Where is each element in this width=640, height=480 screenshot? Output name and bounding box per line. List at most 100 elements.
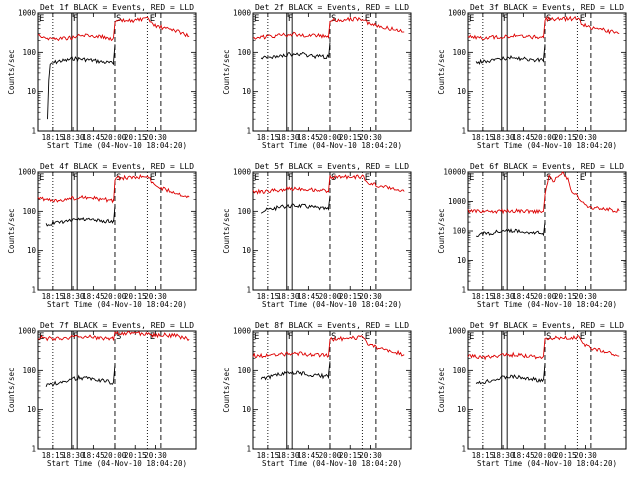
x-tick-label: 18:45 [297, 292, 320, 301]
lld-series-line [37, 173, 190, 204]
event-marker-label: E [150, 14, 155, 24]
x-tick-label: 20:00 [534, 292, 557, 301]
y-tick-label: 1 [461, 127, 466, 136]
x-tick-label: 20:15 [339, 133, 362, 142]
event-marker-label: F [503, 332, 508, 342]
event-marker-label: S [331, 332, 336, 342]
y-tick-label: 100 [22, 48, 36, 57]
panel-title: Det 5f BLACK = Events, RED = LLD [255, 162, 409, 171]
panel-title: Det 4f BLACK = Events, RED = LLD [40, 162, 194, 171]
x-axis-label: Start Time (04-Nov-10 18:04:20) [47, 141, 187, 150]
y-tick-label: 1000 [448, 327, 467, 336]
event-marker-label: S [116, 14, 121, 24]
x-axis-label: Start Time (04-Nov-10 18:04:20) [477, 300, 617, 309]
y-tick-label: 10 [457, 87, 467, 96]
lld-series-line [37, 330, 190, 342]
event-marker-label: F [288, 173, 293, 183]
events-series-line [260, 361, 331, 381]
event-marker-label: E [254, 173, 259, 183]
x-tick-label: 18:30 [62, 451, 85, 460]
y-tick-label: 1000 [18, 168, 37, 177]
x-tick-label: 18:15 [472, 133, 495, 142]
x-tick-label: 20:00 [104, 292, 127, 301]
x-axis-label: Start Time (04-Nov-10 18:04:20) [47, 459, 187, 468]
y-tick-label: 1000 [233, 327, 252, 336]
x-tick-label: 20:00 [319, 133, 342, 142]
events-series-line [260, 42, 331, 60]
x-tick-label: 20:30 [144, 292, 167, 301]
y-tick-label: 1 [31, 127, 36, 136]
event-marker-label: E [39, 14, 44, 24]
panel-7: Det 7f BLACK = Events, RED = LLD 1 10 100 10… [7, 321, 197, 468]
event-marker-label: E [150, 173, 155, 183]
lld-series-line [467, 335, 620, 361]
y-tick-label: 100 [22, 207, 36, 216]
x-tick-label: 18:30 [277, 133, 300, 142]
y-axis-label: Counts/sec [222, 49, 231, 94]
event-marker-label: E [580, 332, 585, 342]
panel-title: Det 2f BLACK = Events, RED = LLD [255, 3, 409, 12]
panel-title: Det 3f BLACK = Events, RED = LLD [470, 3, 624, 12]
y-axis-label: Counts/sec [7, 49, 16, 94]
x-tick-label: 20:15 [554, 133, 577, 142]
y-tick-label: 10 [27, 405, 37, 414]
x-tick-label: 20:30 [574, 292, 597, 301]
y-tick-label: 10 [27, 246, 37, 255]
y-tick-label: 100 [452, 48, 466, 57]
plot-frame [467, 12, 627, 132]
x-tick-label: 18:15 [257, 133, 280, 142]
plot-frame [37, 171, 197, 291]
event-marker-label: F [288, 332, 293, 342]
x-tick-label: 18:15 [42, 292, 65, 301]
y-tick-label: 100 [22, 366, 36, 375]
x-axis-label: Start Time (04-Nov-10 18:04:20) [262, 300, 402, 309]
events-series-line [260, 195, 331, 214]
x-tick-label: 20:00 [319, 451, 342, 460]
x-tick-label: 20:15 [124, 133, 147, 142]
panel-1: Det 1f BLACK = Events, RED = LLD 1 10 100 10… [7, 3, 197, 150]
event-marker-label: F [73, 14, 78, 24]
events-series-line [45, 364, 116, 387]
plot-frame [252, 330, 412, 450]
x-axis-label: Start Time (04-Nov-10 18:04:20) [477, 141, 617, 150]
events-series-line [475, 44, 546, 66]
lld-series-line [37, 16, 190, 42]
y-tick-label: 10 [242, 246, 252, 255]
events-series-line [47, 44, 116, 120]
events-series-line [475, 222, 546, 237]
event-marker-label: S [546, 14, 551, 24]
x-tick-label: 20:15 [339, 292, 362, 301]
x-axis-label: Start Time (04-Nov-10 18:04:20) [477, 459, 617, 468]
x-tick-label: 20:30 [574, 133, 597, 142]
x-tick-label: 18:30 [277, 292, 300, 301]
x-tick-label: 20:00 [534, 133, 557, 142]
x-tick-label: 18:45 [512, 133, 535, 142]
y-axis-label: Counts/sec [7, 367, 16, 412]
y-tick-label: 1 [246, 127, 251, 136]
x-tick-label: 20:15 [554, 451, 577, 460]
panel-title: Det 9f BLACK = Events, RED = LLD [470, 321, 624, 330]
panel-title: Det 1f BLACK = Events, RED = LLD [40, 3, 194, 12]
event-marker-label: E [365, 332, 370, 342]
x-tick-label: 20:15 [124, 451, 147, 460]
event-marker-label: E [580, 14, 585, 24]
event-marker-label: E [469, 14, 474, 24]
y-tick-label: 1000 [233, 9, 252, 18]
x-tick-label: 20:00 [319, 292, 342, 301]
event-marker-label: E [365, 173, 370, 183]
x-tick-label: 18:15 [42, 133, 65, 142]
y-axis-label: Counts/sec [437, 208, 446, 253]
x-tick-label: 20:30 [359, 292, 382, 301]
y-tick-label: 1 [31, 445, 36, 454]
x-tick-label: 18:45 [82, 451, 105, 460]
x-tick-label: 20:00 [104, 451, 127, 460]
y-tick-label: 10 [242, 87, 252, 96]
x-tick-label: 18:15 [257, 292, 280, 301]
plot-frame [252, 12, 412, 132]
x-tick-label: 20:00 [534, 451, 557, 460]
event-marker-label: E [580, 173, 585, 183]
x-tick-label: 20:30 [359, 133, 382, 142]
lld-series-line [252, 16, 405, 40]
